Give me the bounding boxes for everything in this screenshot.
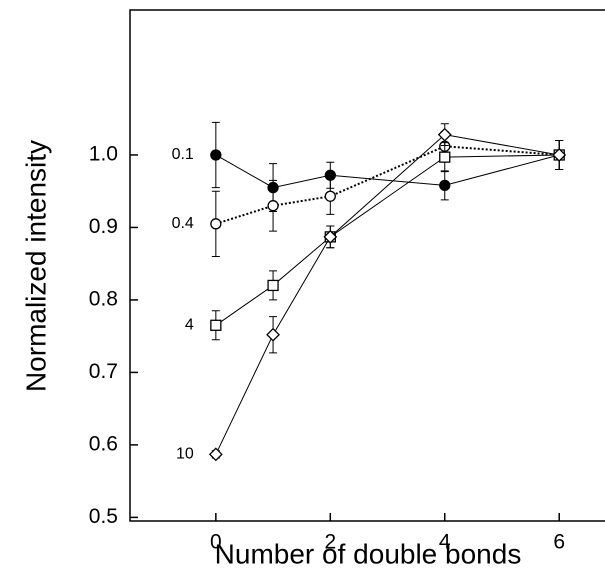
x-tick-label: 4 — [439, 531, 451, 554]
x-tick-label: 6 — [553, 531, 565, 554]
marker — [266, 327, 280, 342]
series-label: 0.4 — [172, 215, 194, 232]
y-tick-label: 0.9 — [89, 215, 118, 238]
y-tick-label: 0.7 — [89, 360, 118, 383]
series-line — [215, 145, 560, 225]
marker — [210, 149, 222, 161]
series-label: 0.1 — [172, 146, 194, 163]
x-axis-label: Number of double bonds — [215, 538, 522, 569]
y-tick-label: 0.5 — [89, 505, 118, 528]
marker — [437, 127, 452, 142]
marker — [267, 200, 279, 212]
y-tick-label: 1.0 — [89, 143, 118, 166]
marker — [439, 179, 451, 192]
marker — [210, 218, 222, 230]
marker — [552, 148, 567, 162]
y-tick-label: 0.8 — [89, 287, 118, 310]
marker — [324, 190, 336, 202]
marker — [267, 279, 279, 292]
y-tick-label: 0.6 — [89, 432, 118, 455]
x-tick-label: 2 — [324, 531, 336, 554]
x-tick-label: 0 — [210, 531, 222, 554]
marker — [323, 229, 338, 244]
marker — [439, 151, 451, 163]
plot-frame — [129, 9, 605, 522]
marker — [208, 447, 223, 462]
series-label: 10 — [176, 446, 194, 463]
series-line — [215, 134, 560, 455]
y-axis-label: Normalized intensity — [20, 140, 51, 392]
marker — [210, 319, 222, 331]
series-label: 4 — [185, 317, 194, 334]
